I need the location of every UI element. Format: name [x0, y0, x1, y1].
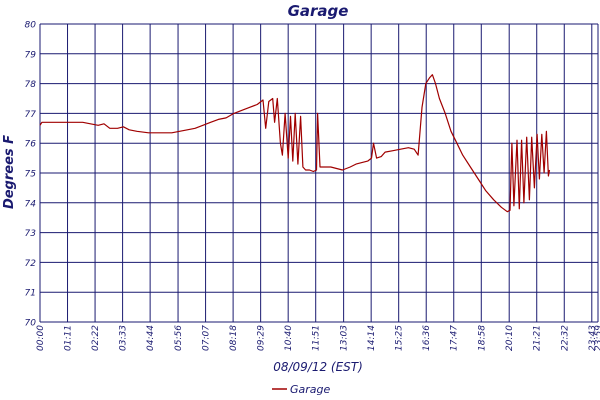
y-tick-label: 80 [25, 21, 37, 31]
y-tick-labels: 70 71 72 73 74 75 76 77 78 79 80 [25, 21, 37, 329]
grid-lines [39, 23, 599, 323]
series-layer [39, 74, 551, 213]
x-tick-label: 01:11 [64, 325, 74, 351]
chart-title: Garage [288, 2, 349, 20]
y-tick-label: 78 [25, 80, 37, 90]
x-tick-label: 17:47 [450, 325, 460, 351]
x-tick-label: 20:10 [505, 325, 515, 351]
y-tick-label: 76 [25, 140, 37, 150]
y-tick-label: 74 [25, 199, 37, 209]
x-tick-label: 09:29 [257, 325, 267, 351]
x-tick-label: 16:36 [422, 325, 432, 351]
y-tick-label: 73 [25, 229, 37, 239]
y-tick-label: 71 [25, 289, 36, 299]
y-tick-label: 72 [25, 259, 37, 269]
x-tick-label: 22:32 [560, 325, 570, 351]
x-tick-label: 08:18 [229, 325, 239, 351]
y-tick-label: 70 [25, 319, 37, 329]
x-tick-label: 15:25 [395, 325, 405, 351]
x-tick-label: 00:00 [36, 325, 46, 351]
series-line-garage [39, 74, 551, 213]
y-tick-label: 75 [25, 170, 37, 180]
x-tick-label: 14:14 [367, 325, 377, 351]
x-tick-label: 03:33 [119, 325, 129, 351]
x-tick-label: 23:59 [594, 325, 600, 351]
x-tick-label: 13:03 [340, 325, 350, 351]
legend: Garage [272, 383, 331, 396]
legend-label-garage: Garage [290, 383, 331, 396]
x-tick-label: 21:21 [533, 325, 543, 351]
x-tick-labels: 00:00 01:11 02:22 03:33 04:44 05:56 07:07 08:18… [36, 325, 600, 351]
x-tick-label: 18:58 [477, 325, 487, 351]
x-tick-label: 10:40 [284, 325, 294, 351]
x-tick-label: 04:44 [146, 325, 156, 351]
x-tick-label: 07:07 [202, 325, 212, 351]
x-tick-label: 11:51 [312, 325, 322, 351]
y-tick-label: 77 [25, 110, 37, 120]
y-tick-label: 79 [25, 50, 37, 60]
x-tick-label: 23:43 [588, 325, 598, 351]
x-axis-label: 08/09/12 (EST) [273, 360, 363, 374]
x-tick-label: 05:56 [174, 325, 184, 351]
x-tick-label: 02:22 [91, 325, 101, 351]
y-axis-label: Degrees F [2, 135, 17, 209]
